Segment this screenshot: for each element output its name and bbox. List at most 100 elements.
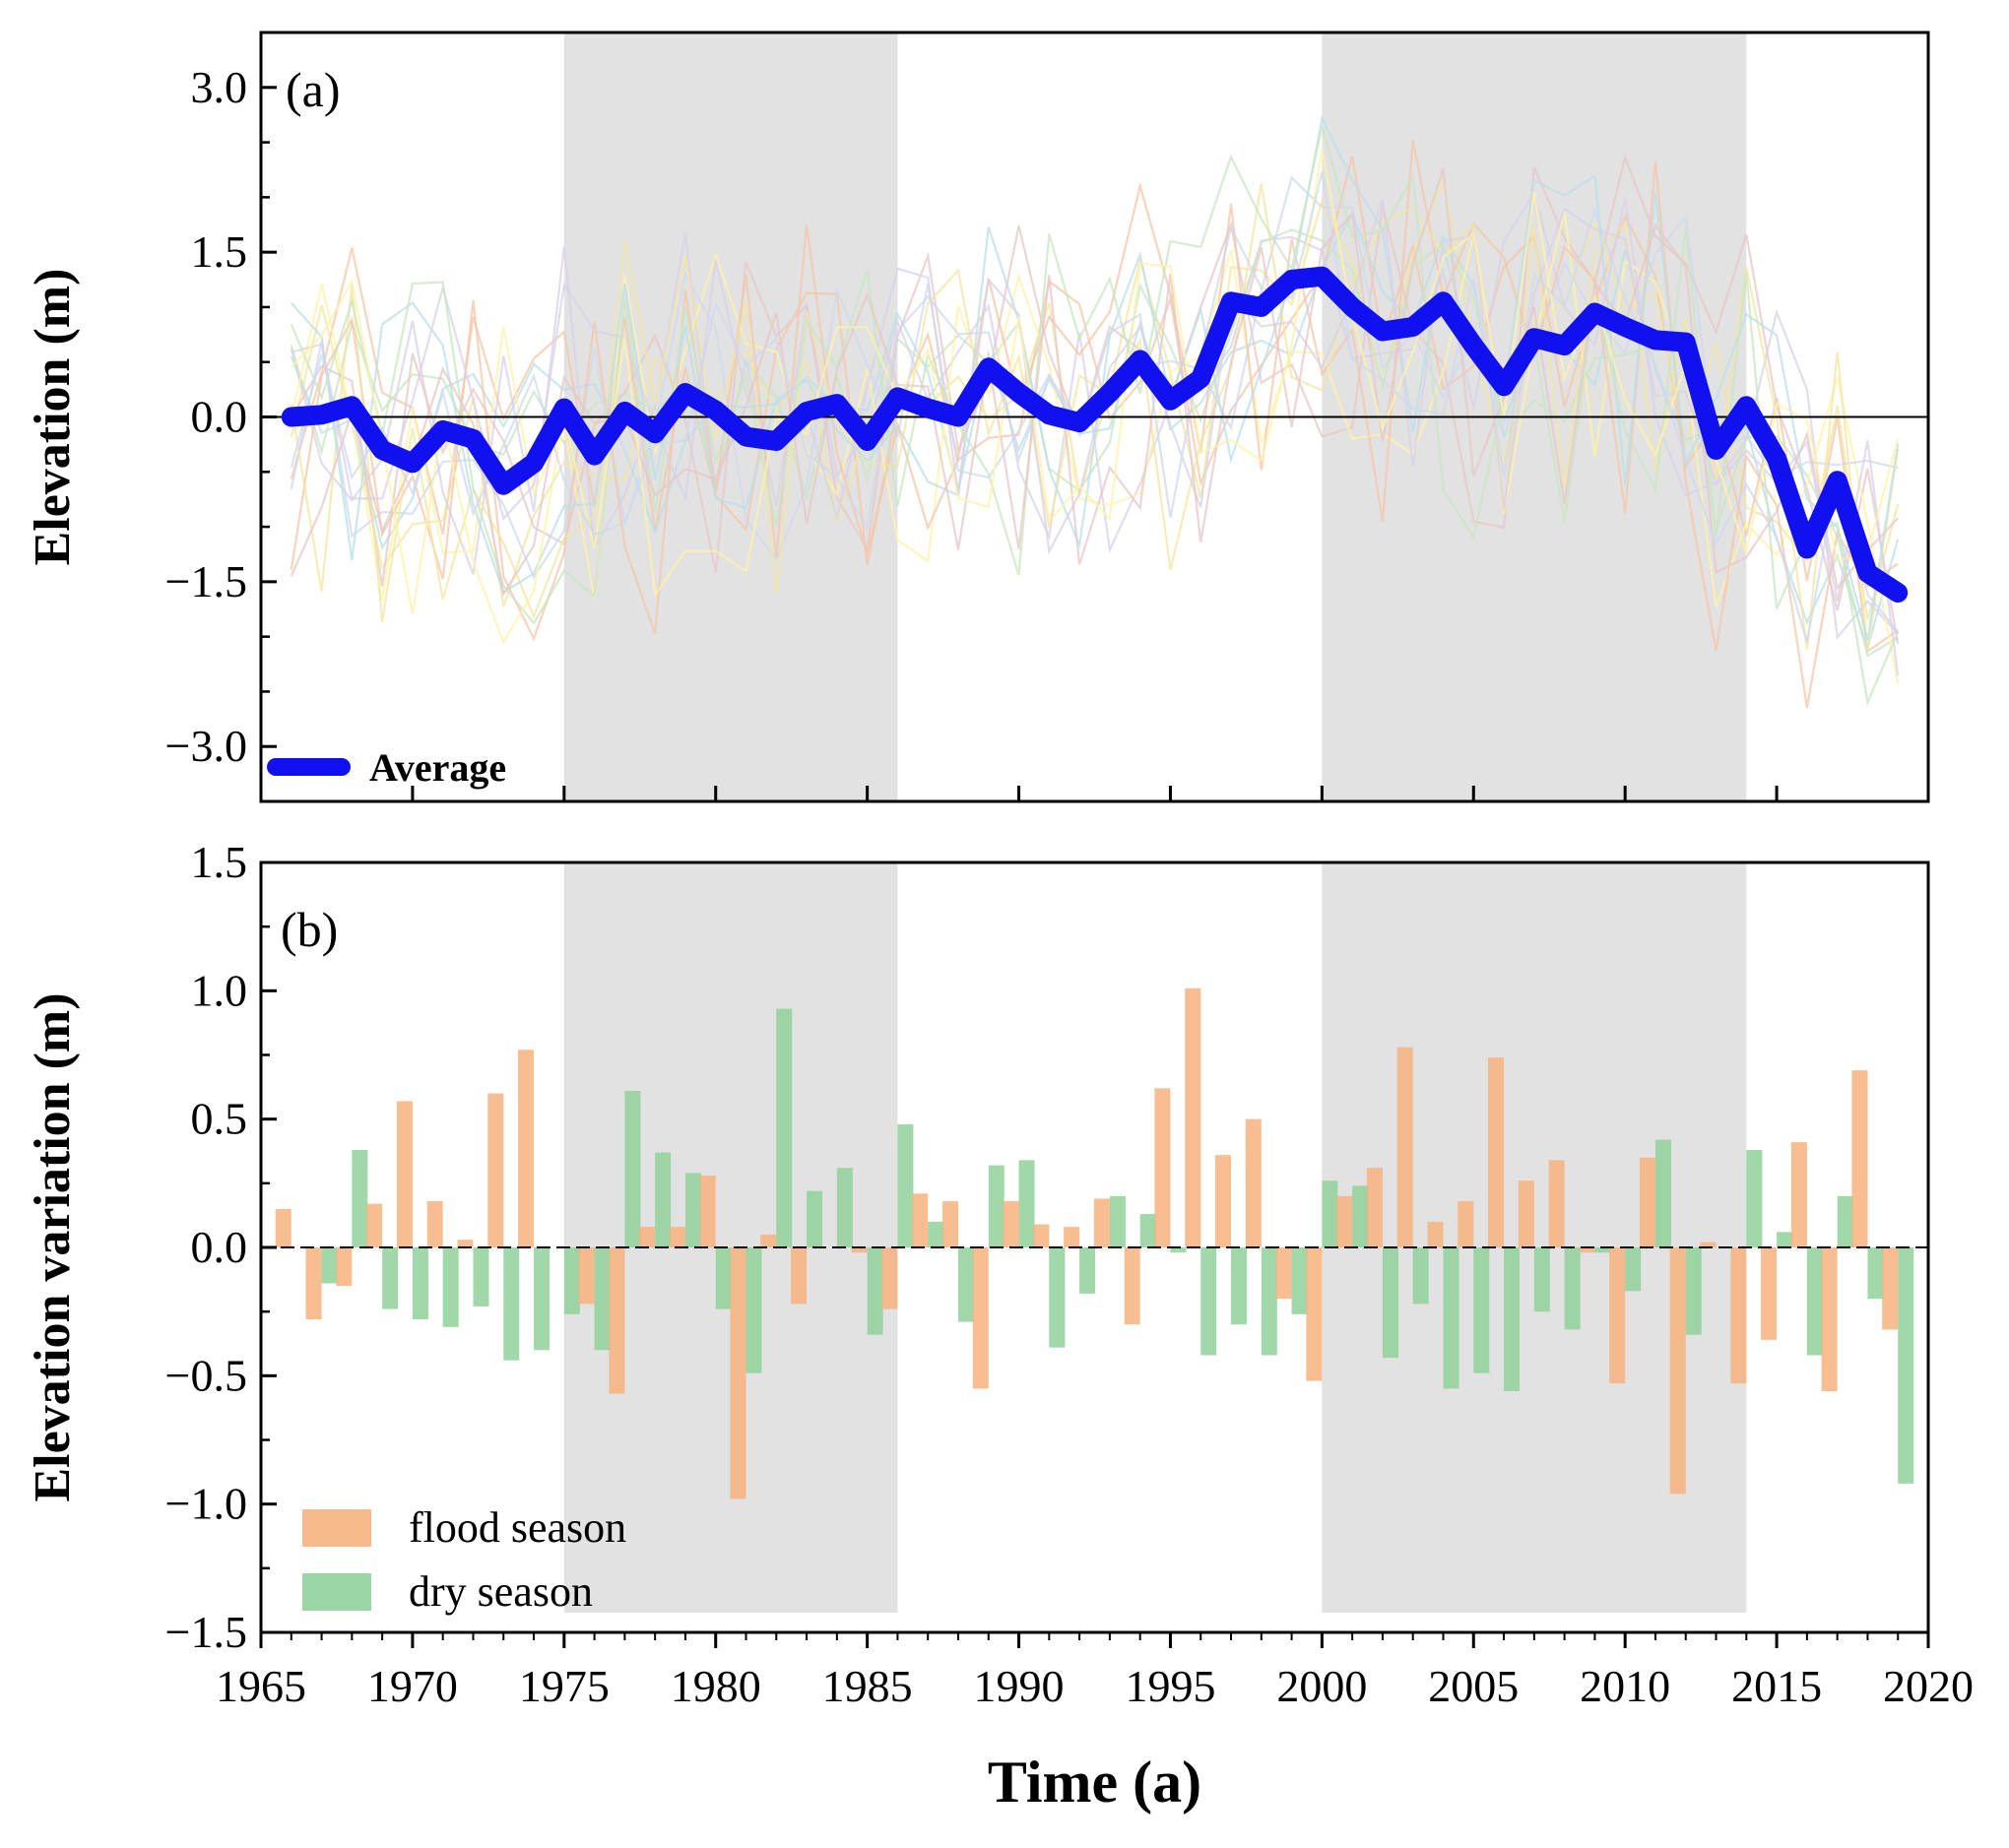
panel-b-y-tick-label: −1.0 [165, 1479, 247, 1529]
flood-season-bar-1978 [639, 1227, 656, 1247]
dry-season-bar-1999 [1291, 1247, 1308, 1314]
panel-b-y-tick-label: 0.0 [191, 1222, 248, 1272]
legend-flood-season-swatch [302, 1509, 371, 1547]
panel-a-y-tick-label: −1.5 [165, 556, 247, 606]
flood-season-bar-1985 [851, 1247, 868, 1253]
dry-season-bar-1977 [624, 1090, 641, 1247]
background-station-line-13 [290, 126, 1900, 707]
flood-season-bar-2003 [1396, 1047, 1413, 1247]
legend-dry-season-swatch [302, 1573, 371, 1611]
panel-b-y-tick-label: −0.5 [165, 1350, 247, 1400]
dry-season-bar-2011 [1654, 1139, 1671, 1247]
panel-b-label: (b) [281, 902, 338, 957]
flood-season-bar-2019 [1882, 1247, 1899, 1330]
dry-season-bar-1973 [503, 1247, 520, 1361]
background-station-line-9 [290, 139, 1899, 708]
dry-season-bar-1993 [1109, 1195, 1126, 1247]
x-tick-label-1985: 1985 [822, 1661, 913, 1711]
background-station-line-16 [290, 171, 1900, 643]
dry-season-bar-2017 [1837, 1195, 1853, 1247]
dry-season-bar-2018 [1867, 1247, 1884, 1300]
flood-season-bar-1990 [1003, 1201, 1019, 1247]
x-tick-label-2015: 2015 [1731, 1661, 1822, 1711]
dry-season-bar-2000 [1322, 1180, 1338, 1247]
flood-season-bar-1982 [760, 1234, 777, 1247]
x-tick-label-1990: 1990 [974, 1661, 1065, 1711]
background-station-line-6 [290, 154, 1900, 645]
panel-b-y-tick-label: 0.5 [191, 1094, 248, 1144]
flood-season-bar-2011 [1639, 1157, 1655, 1247]
flood-season-bar-2001 [1336, 1195, 1353, 1247]
panel-b-y-axis-title: Elevation variation (m) [25, 992, 81, 1501]
panel-b-y-tick-label: −1.5 [165, 1607, 247, 1657]
flood-season-bar-2018 [1851, 1070, 1868, 1247]
x-tick-label-1975: 1975 [519, 1661, 610, 1711]
flood-season-bar-2016 [1790, 1142, 1807, 1247]
dry-season-bar-1974 [534, 1247, 551, 1351]
flood-season-bar-2012 [1669, 1247, 1686, 1495]
background-station-line-1 [290, 156, 1899, 654]
dry-season-bar-1983 [807, 1190, 823, 1247]
dry-season-bar-2015 [1777, 1232, 1793, 1247]
dry-season-bar-1989 [988, 1165, 1004, 1247]
flood-season-bar-1966 [275, 1208, 292, 1247]
panel-a-plot-area [261, 32, 1928, 801]
flood-season-bar-1989 [972, 1247, 989, 1389]
flood-season-bar-1996 [1185, 988, 1201, 1247]
flood-season-bar-2007 [1518, 1180, 1534, 1247]
dry-season-bar-1988 [957, 1247, 974, 1322]
x-tick-label-2020: 2020 [1883, 1661, 1974, 1711]
dry-season-bar-1986 [897, 1123, 914, 1247]
flood-season-bar-1991 [1033, 1224, 1050, 1247]
flood-season-bar-1973 [487, 1093, 504, 1247]
panel-a-y-tick-label: −3.0 [165, 721, 247, 771]
flood-season-bar-2009 [1579, 1247, 1595, 1253]
flood-season-bar-2000 [1306, 1247, 1323, 1381]
dry-season-bar-1968 [352, 1149, 368, 1247]
average-series-line [281, 266, 1909, 603]
dry-season-bar-1991 [1049, 1247, 1066, 1348]
flood-season-bar-1976 [578, 1247, 595, 1305]
panel-b-y-tick-label: 1.5 [191, 837, 248, 887]
flood-season-bar-1988 [941, 1201, 958, 1247]
flood-season-bar-2014 [1730, 1247, 1747, 1384]
background-station-line-11 [290, 114, 1900, 641]
flood-season-bar-2013 [1700, 1242, 1717, 1247]
flood-season-bar-1993 [1093, 1198, 1110, 1247]
dry-season-bar-2001 [1352, 1185, 1369, 1247]
flood-season-bar-1992 [1064, 1227, 1080, 1247]
dry-season-bar-1996 [1200, 1247, 1217, 1356]
flood-season-bar-2006 [1488, 1057, 1505, 1247]
dry-season-bar-1971 [442, 1247, 459, 1327]
flood-season-bar-2010 [1609, 1247, 1626, 1384]
dry-season-bar-2009 [1594, 1247, 1611, 1253]
panel-a-y-axis-title: Elevation (m) [25, 269, 81, 566]
flood-season-bar-1970 [396, 1101, 413, 1247]
panel-b-plot-area [261, 862, 1928, 1613]
dry-season-bar-1981 [745, 1247, 762, 1373]
dry-season-bar-2014 [1746, 1149, 1763, 1247]
flood-season-bar-2004 [1427, 1221, 1444, 1247]
x-tick-label-1995: 1995 [1125, 1661, 1215, 1711]
x-tick-label-2000: 2000 [1276, 1661, 1367, 1711]
dry-season-bar-1979 [684, 1173, 701, 1247]
panel-b-elevation-variation: −1.5 −1.0 −0.5 0.0 0.5 1.0 1.5 1965 1970 1975 1980… [165, 837, 1974, 1711]
flood-season-bar-1968 [336, 1247, 353, 1287]
background-station-line-12 [291, 198, 1900, 676]
dry-season-bar-1995 [1170, 1247, 1187, 1253]
panel-a-y-tick-label: 3.0 [191, 62, 248, 112]
flood-season-bar-1977 [609, 1247, 625, 1394]
flood-season-bar-2008 [1548, 1160, 1565, 1247]
x-tick-label-1965: 1965 [216, 1661, 306, 1711]
dry-season-bar-2005 [1473, 1247, 1490, 1373]
x-tick-label-2005: 2005 [1428, 1661, 1519, 1711]
dry-season-bar-1982 [776, 1008, 793, 1247]
flood-season-bar-1987 [912, 1193, 929, 1247]
flood-season-bar-1995 [1154, 1088, 1171, 1247]
flood-season-bar-2017 [1821, 1247, 1838, 1391]
flood-season-bar-1972 [457, 1240, 474, 1247]
flood-season-bar-1986 [881, 1247, 898, 1309]
x-tick-label-2010: 2010 [1580, 1661, 1670, 1711]
dry-season-bar-2019 [1898, 1247, 1914, 1484]
dry-season-bar-1967 [321, 1247, 338, 1284]
